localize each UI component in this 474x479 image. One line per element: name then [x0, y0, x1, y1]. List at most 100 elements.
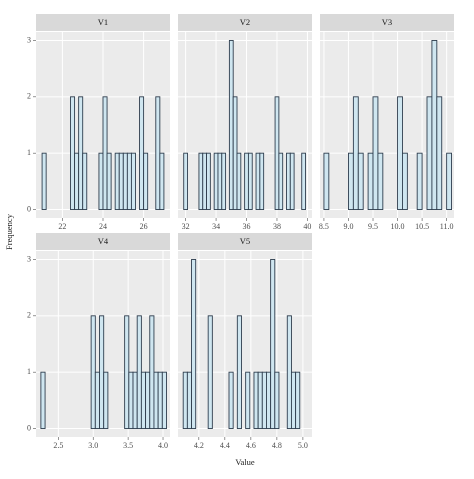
x-tick-label: 8.5	[319, 222, 329, 231]
histogram-bar	[40, 371, 46, 429]
histogram-bar	[207, 315, 213, 429]
histogram-bar	[259, 152, 265, 210]
x-tick-label: 11.0	[440, 222, 454, 231]
x-tick-label: 3.5	[123, 441, 133, 450]
histogram-bar	[274, 96, 280, 210]
x-tick-label: 36	[243, 222, 251, 231]
histogram-bar	[446, 152, 452, 210]
histogram-bar	[253, 371, 259, 429]
histogram-bar	[130, 152, 136, 210]
histogram-bar	[290, 371, 297, 429]
histogram-bar	[257, 371, 263, 429]
x-tick-label: 4.0	[158, 441, 168, 450]
strip	[36, 233, 170, 250]
histogram-bar	[357, 152, 364, 210]
histogram-bar	[270, 259, 276, 429]
histogram-bar	[228, 371, 234, 429]
histogram-bar	[149, 315, 155, 429]
x-tick-label: 24	[99, 222, 107, 231]
histogram-bar	[348, 152, 354, 210]
histogram-bar	[106, 152, 112, 210]
x-tick-label: 4.2	[194, 441, 204, 450]
strip	[178, 14, 312, 31]
x-tick-label: 4.6	[246, 441, 256, 450]
histogram-bar	[90, 315, 96, 429]
y-tick-label: 2	[27, 311, 31, 320]
histogram-bar	[236, 315, 242, 429]
histogram-bar	[217, 152, 223, 210]
x-tick-label: 10.5	[415, 222, 429, 231]
histogram-bar	[143, 152, 149, 210]
histogram-bar	[102, 96, 108, 210]
strip-label: V2	[240, 17, 250, 27]
x-tick-label: 2.5	[53, 441, 63, 450]
x-tick-label: 22	[58, 222, 66, 231]
histogram-bar	[186, 371, 192, 429]
histogram-bar	[124, 315, 130, 429]
histogram-bar	[128, 371, 134, 429]
strip-label: V5	[240, 236, 250, 246]
histogram-bar	[228, 40, 234, 210]
y-tick-label: 0	[27, 423, 31, 432]
histogram-bar	[118, 152, 124, 210]
histogram-bar	[372, 96, 379, 210]
strip-label: V4	[98, 236, 109, 246]
histogram-bar	[266, 371, 272, 429]
histogram-bar	[103, 371, 109, 429]
histogram-bar	[261, 371, 267, 429]
histogram-bar	[70, 96, 76, 210]
strip	[320, 14, 454, 31]
x-tick-label: 26	[140, 222, 148, 231]
histogram-bar	[82, 152, 88, 210]
histogram-bar	[367, 152, 374, 210]
histogram-bar	[140, 371, 147, 429]
x-tick-label: 4.8	[272, 441, 282, 450]
histogram-bar	[139, 96, 145, 210]
histogram-bar	[244, 152, 249, 210]
histogram-bar	[206, 152, 211, 210]
histogram-bar	[78, 96, 84, 210]
histogram-bar	[274, 371, 280, 429]
histogram-bar	[431, 40, 438, 210]
histogram-bar	[161, 371, 167, 429]
strip-label: V1	[98, 17, 108, 27]
histogram-bar	[114, 152, 120, 210]
strip	[178, 233, 312, 250]
histogram-bar	[255, 152, 261, 210]
x-tick-label: 9.0	[343, 222, 353, 231]
y-tick-label: 1	[27, 148, 31, 157]
y-tick-label: 1	[27, 367, 31, 376]
histogram-bar	[232, 96, 238, 210]
y-tick-label: 3	[27, 35, 31, 44]
histogram-bar	[245, 371, 251, 429]
histogram-bar	[247, 152, 253, 210]
histogram-bar	[136, 315, 142, 429]
x-tick-label: 34	[212, 222, 220, 231]
histogram-bar	[221, 152, 227, 210]
x-tick-label: 3.0	[88, 441, 98, 450]
histogram-bar	[416, 152, 423, 210]
histogram-bar	[98, 152, 104, 210]
histogram-bar	[236, 152, 242, 210]
y-tick-label: 0	[27, 204, 31, 213]
histogram-bar	[289, 152, 295, 210]
y-axis-title: Frequency	[4, 213, 14, 250]
histogram-bar	[74, 152, 80, 210]
histogram-bar	[286, 315, 292, 429]
histogram-bar	[436, 96, 443, 210]
histogram-bar	[159, 152, 165, 210]
histogram-bar	[301, 152, 306, 210]
histogram-bar	[145, 371, 151, 429]
x-axis-title: Value	[235, 457, 255, 467]
strip	[36, 14, 170, 31]
histogram-bar	[182, 371, 188, 429]
histogram-bar	[132, 371, 138, 429]
y-tick-label: 3	[27, 254, 31, 263]
histogram-bar	[191, 259, 197, 429]
histogram-bar	[94, 371, 100, 429]
x-tick-label: 40	[303, 222, 311, 231]
histogram-bar	[198, 152, 204, 210]
histogram-bar	[99, 315, 105, 429]
histogram-bar	[286, 152, 291, 210]
